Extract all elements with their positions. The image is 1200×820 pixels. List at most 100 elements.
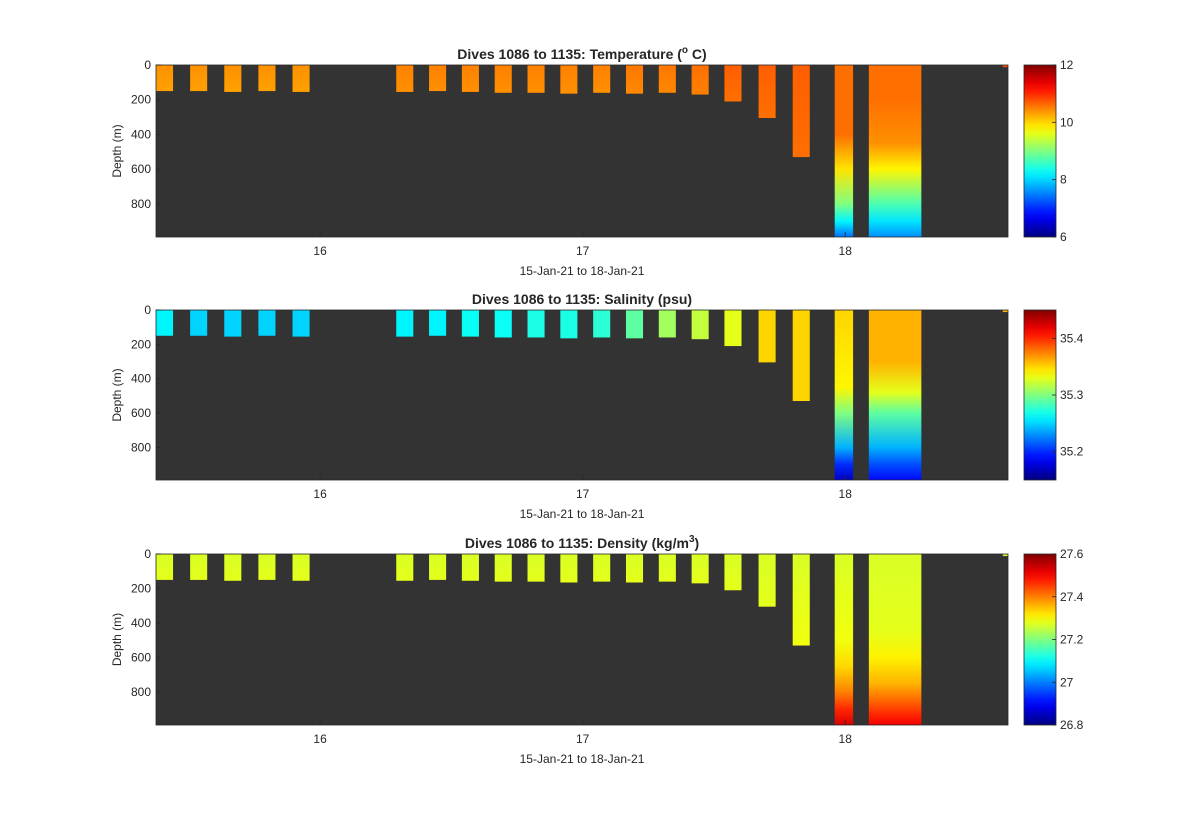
x-axis-label: 15-Jan-21 to 18-Jan-21	[520, 507, 645, 521]
panel-temperature: 0 200 400 600 800 16 17 18 15-Jan-21 to 18-Jan-2…	[110, 45, 1074, 278]
x-axis-label: 15-Jan-21 to 18-Jan-21	[520, 752, 645, 766]
dive-profile	[834, 310, 854, 480]
chart-title-superscript: o	[682, 45, 688, 56]
y-tick-label: 800	[131, 197, 151, 211]
y-tick-label: 400	[131, 372, 151, 386]
y-tick-label: 600	[131, 406, 151, 420]
dive-profile	[625, 310, 644, 339]
dive-profile	[292, 65, 310, 92]
dive-profile	[429, 310, 447, 336]
chart-title: Dives 1086 to 1135: Temperature (o C)	[457, 45, 706, 62]
y-tick-label: 400	[131, 127, 151, 141]
dive-profile	[1002, 65, 1008, 68]
axes-frame	[155, 64, 1009, 238]
colorbar-tick-label: 6	[1060, 230, 1067, 244]
dive-profile	[658, 310, 676, 338]
dive-profile	[724, 554, 742, 591]
dive-profile	[658, 65, 676, 93]
colorbar-tick-label: 8	[1060, 173, 1067, 187]
chart-title-superscript: 3	[689, 534, 695, 545]
colorbar-tick-label: 10	[1060, 115, 1074, 129]
dive-profile	[527, 310, 545, 338]
colorbar-tick-label: 27.2	[1060, 633, 1084, 647]
colorbar-tick-label: 27	[1060, 675, 1074, 689]
dive-profile	[396, 65, 414, 92]
x-tick-label: 16	[313, 732, 327, 746]
dive-profile	[494, 310, 512, 338]
dive-profile	[461, 310, 479, 337]
chart-title-main: Dives 1086 to 1135: Salinity (psu)	[472, 291, 692, 307]
chart-title-main: Dives 1086 to 1135: Density (kg/m	[465, 535, 689, 551]
y-tick-label: 0	[144, 58, 151, 72]
x-tick-label: 18	[839, 732, 853, 746]
dive-profile	[625, 65, 644, 94]
dive-profile	[625, 554, 644, 583]
dive-profile	[156, 554, 174, 580]
dive-profile	[560, 554, 578, 583]
dive-profile	[156, 65, 174, 92]
dive-profile	[190, 65, 208, 92]
chart-title: Dives 1086 to 1135: Density (kg/m3)	[465, 534, 699, 551]
dive-profile	[593, 310, 611, 338]
dive-profile	[527, 554, 545, 582]
colorbar-tick-label: 12	[1060, 58, 1074, 72]
y-tick-label: 200	[131, 582, 151, 596]
colorbar: 6 8 10 12	[1023, 58, 1074, 244]
plot-area	[156, 310, 1008, 480]
dive-profile	[868, 310, 922, 480]
dive-profile	[1002, 310, 1008, 313]
panel-salinity: 0 200 400 600 800 16 17 18 15-Jan-21 to 18-Jan-2…	[110, 291, 1084, 521]
dive-profile	[527, 65, 545, 93]
plot-area	[156, 554, 1008, 725]
dive-profile	[190, 310, 208, 336]
colorbar-tick-label: 27.4	[1060, 590, 1084, 604]
dive-profile	[834, 65, 854, 237]
colorbar-tick-label: 35.2	[1060, 445, 1084, 459]
dive-profile	[429, 65, 447, 92]
dive-profile	[224, 65, 242, 92]
axes-frame	[155, 309, 1009, 481]
colorbar-scale	[1023, 309, 1057, 481]
dive-profile	[560, 65, 578, 94]
dive-profile	[724, 310, 742, 347]
chart-title-end: )	[695, 535, 700, 551]
colorbar-scale	[1023, 64, 1057, 238]
x-tick-label: 16	[313, 487, 327, 501]
colorbar-tick-label: 35.4	[1060, 331, 1084, 345]
colorbar-tick-label: 26.8	[1060, 718, 1084, 732]
chart-title-main: Dives 1086 to 1135: Temperature (	[457, 46, 682, 62]
dive-profile	[494, 65, 512, 93]
dive-profile	[494, 554, 512, 582]
chart-title: Dives 1086 to 1135: Salinity (psu)	[472, 291, 692, 307]
dive-profile	[224, 310, 242, 337]
dive-profile	[758, 65, 776, 118]
y-axis-label: Depth (m)	[110, 613, 124, 666]
profiles	[156, 554, 1008, 725]
colorbar-scale	[1023, 553, 1057, 726]
dive-profile	[868, 65, 922, 237]
y-tick-label: 200	[131, 93, 151, 107]
y-axis-label: Depth (m)	[110, 124, 124, 177]
dive-profile	[461, 65, 479, 92]
dive-profile	[658, 554, 676, 582]
chart-title-end: C)	[688, 46, 707, 62]
profiles	[156, 65, 1008, 237]
y-tick-label: 800	[131, 440, 151, 454]
x-tick-label: 18	[839, 244, 853, 258]
y-tick-label: 200	[131, 337, 151, 351]
y-tick-label: 600	[131, 651, 151, 665]
x-axis-label: 15-Jan-21 to 18-Jan-21	[520, 264, 645, 278]
axes-frame	[155, 553, 1009, 726]
y-tick-label: 0	[144, 547, 151, 561]
colorbar-tick-label: 27.6	[1060, 547, 1084, 561]
dive-profile	[190, 554, 208, 580]
x-tick-label: 16	[313, 244, 327, 258]
dive-profile	[292, 310, 310, 337]
y-tick-label: 400	[131, 616, 151, 630]
colorbar-tick-label: 35.3	[1060, 388, 1084, 402]
dive-profile	[758, 554, 776, 607]
dive-profile	[396, 310, 414, 337]
y-axis-label: Depth (m)	[110, 368, 124, 421]
y-tick-label: 0	[144, 303, 151, 317]
